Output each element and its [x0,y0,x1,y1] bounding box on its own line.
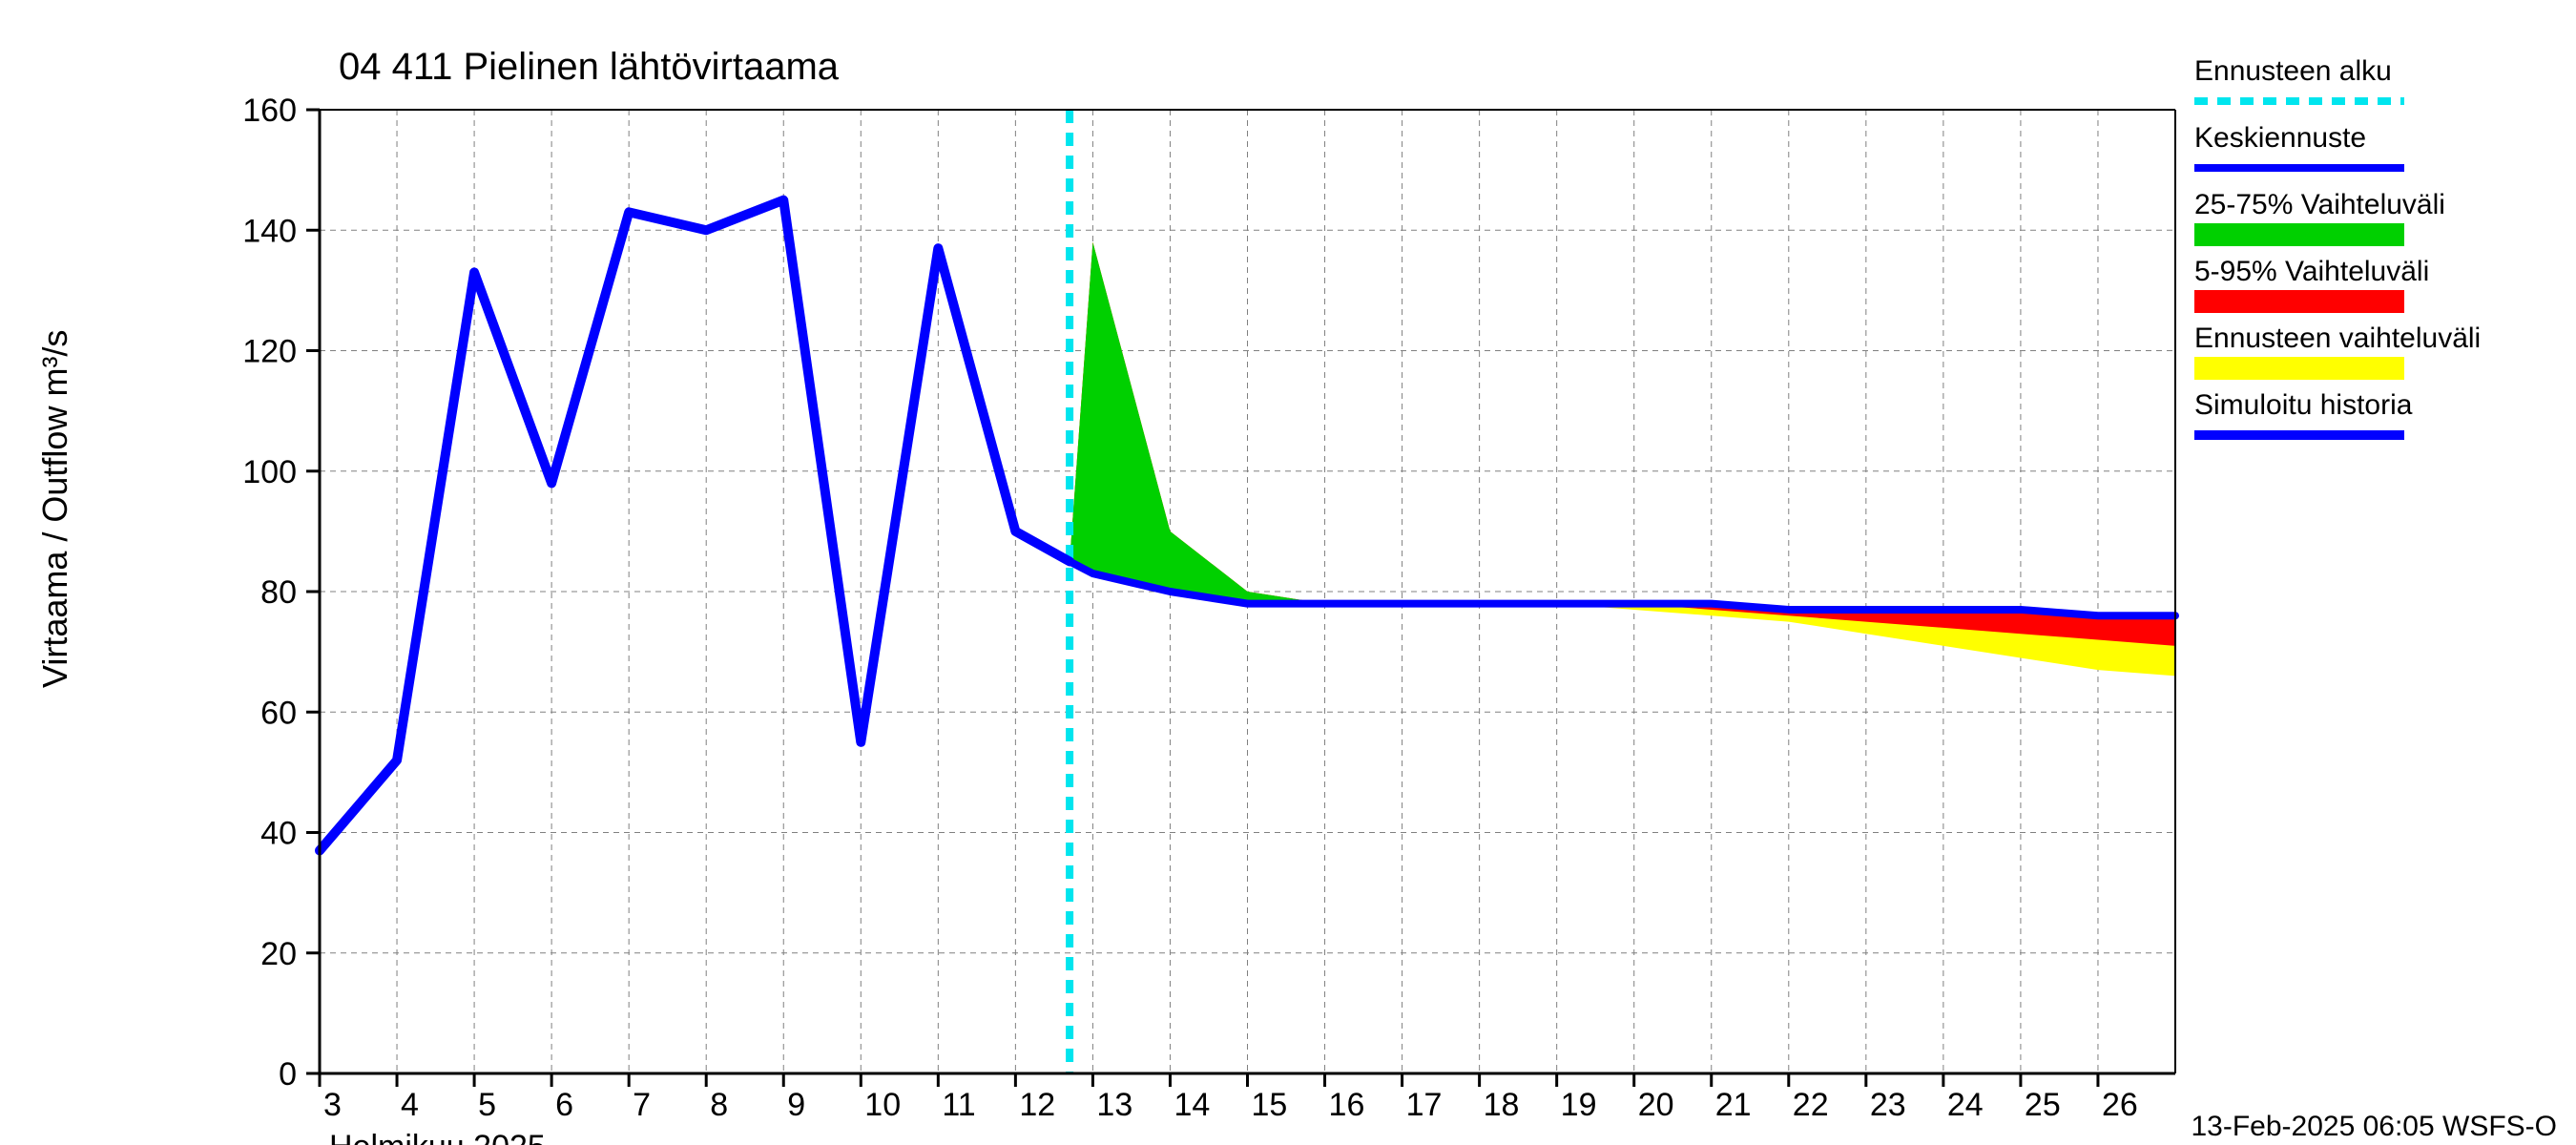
xtick-label: 9 [787,1087,805,1123]
xtick-label: 24 [1947,1087,1984,1123]
xtick-label: 7 [633,1087,651,1123]
legend-label: Simuloitu historia [2194,389,2413,421]
ytick-label: 0 [279,1056,297,1093]
xtick-label: 6 [555,1087,573,1123]
xtick-label: 21 [1715,1087,1752,1123]
legend-swatch [2194,223,2404,246]
xtick-label: 16 [1329,1087,1365,1123]
xtick-label: 3 [323,1087,342,1123]
ytick-label: 160 [242,93,297,129]
ytick-label: 20 [260,936,297,972]
chart-svg: 0 20 40 60 80 100 120 140 160 3 4 5 6 7 8 9 10 11 12 13 14 15… [0,0,2576,1145]
legend-label: Ennusteen alku [2194,55,2392,87]
xtick-label: 5 [478,1087,496,1123]
xtick-label: 15 [1252,1087,1288,1123]
xtick-label: 8 [710,1087,728,1123]
xtick-label: 4 [401,1087,419,1123]
legend-label: Keskiennuste [2194,122,2366,154]
xtick-label: 25 [2025,1087,2061,1123]
ytick-label: 80 [260,574,297,611]
xtick-label: 20 [1638,1087,1674,1123]
xtick-label: 14 [1174,1087,1210,1123]
ytick-label: 60 [260,695,297,731]
legend-label: 5-95% Vaihteluväli [2194,256,2429,287]
chart-title: 04 411 Pielinen lähtövirtaama [339,46,840,88]
ytick-label: 120 [242,334,297,370]
xtick-label: 23 [1870,1087,1906,1123]
chart-container: 0 20 40 60 80 100 120 140 160 3 4 5 6 7 8 9 10 11 12 13 14 15… [0,0,2576,1145]
xtick-label: 26 [2102,1087,2138,1123]
xtick-label: 18 [1484,1087,1520,1123]
legend-label: 25-75% Vaihteluväli [2194,189,2445,220]
ytick-label: 100 [242,454,297,490]
xtick-label: 12 [1019,1087,1055,1123]
background [0,0,2576,1145]
xtick-label: 11 [942,1087,975,1123]
xtick-label: 17 [1406,1087,1443,1123]
ytick-label: 40 [260,816,297,852]
footer-timestamp: 13-Feb-2025 06:05 WSFS-O [2191,1111,2557,1142]
y-axis-label: Virtaama / Outflow m³/s [35,330,74,688]
xtick-label: 10 [864,1087,901,1123]
ytick-label: 140 [242,213,297,249]
xtick-label: 13 [1096,1087,1132,1123]
legend-swatch [2194,290,2404,313]
xtick-label: 19 [1561,1087,1597,1123]
legend-swatch [2194,357,2404,380]
legend-label: Ennusteen vaihteluväli [2194,323,2481,354]
x-axis-label-1: Helmikuu 2025 [329,1129,546,1145]
xtick-label: 22 [1793,1087,1829,1123]
